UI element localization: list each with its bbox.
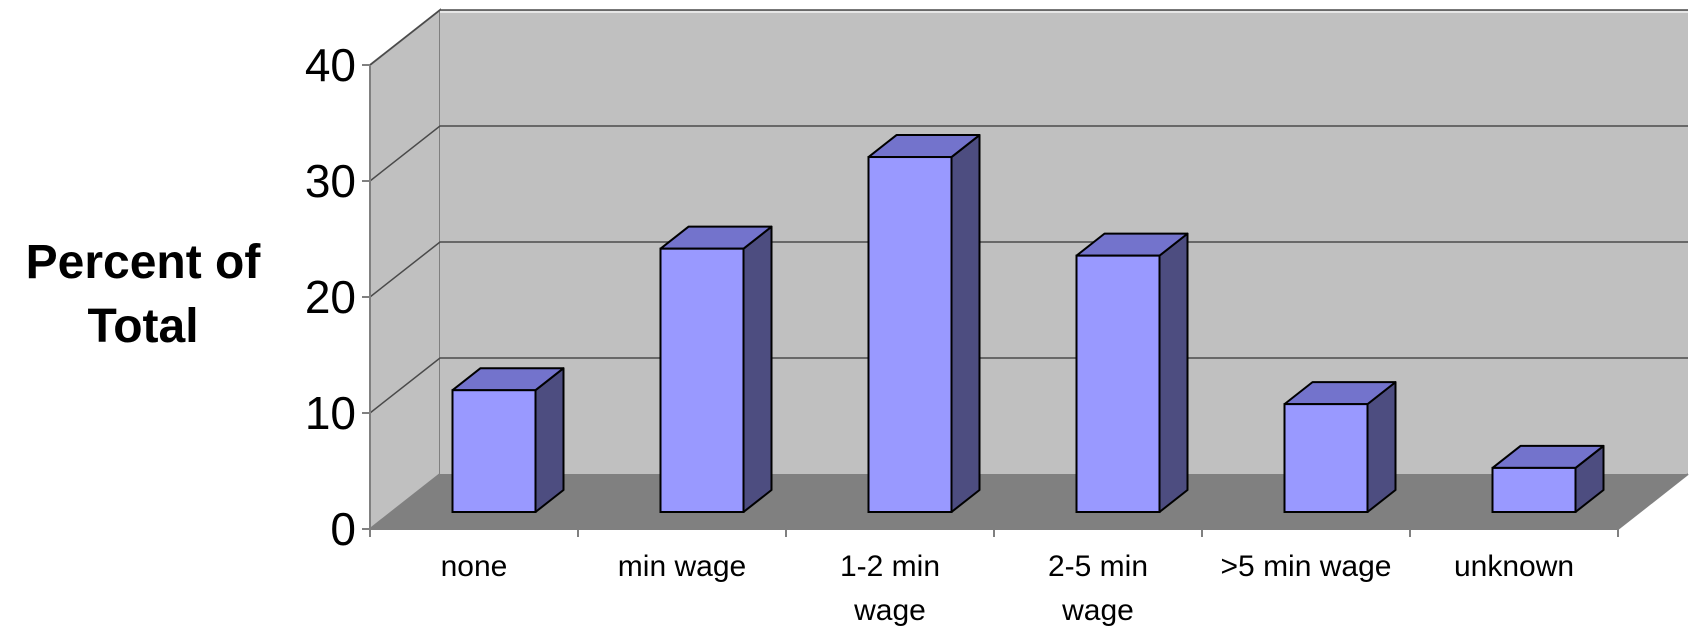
bar-front-5 [1491,466,1577,514]
gridline-20 [369,241,1688,298]
gridline-10 [369,357,1688,414]
gridline-40 [369,9,1688,66]
bar-front-0 [451,389,537,514]
x-category-label-4: >5 min wage [1221,550,1392,583]
bar-0 [451,367,565,514]
bar-1 [659,225,773,513]
y-axis-ticks: 0 10 20 30 40 [305,39,356,555]
x-category-label-3: 2-5 min wage [1048,550,1148,627]
bar-side-3 [1158,232,1189,513]
gridlines [369,9,1688,414]
x-axis-labels: none min wage 1-2 min wage 2-5 min wage >5 min… [441,550,1574,627]
chart-floor [370,474,1688,529]
floor-edge-line [1617,473,1689,530]
y-tick-label-0: 0 [330,503,356,555]
bar-side-2 [950,134,981,513]
y-tick-label-20: 20 [305,271,356,323]
bar-series [451,134,1605,514]
bar-3 [1075,232,1189,513]
floor-plane [370,474,1688,529]
bar-side-0 [534,367,565,513]
y-tick-label-40: 40 [305,39,356,91]
x-category-label-1: min wage [618,550,746,583]
bar-2 [867,134,981,513]
bar-front-1 [659,247,745,513]
y-axis-label: Percent of Total [26,236,262,353]
bar-front-2 [867,156,953,513]
bar-front-3 [1075,254,1161,513]
bar-4 [1283,381,1397,513]
x-category-label-0: none [441,550,508,583]
chart-walls [369,7,1688,532]
bar-5 [1491,444,1605,514]
y-tick-label-10: 10 [305,387,356,439]
axes [362,64,1689,537]
y-tick-label-30: 30 [305,155,356,207]
gridline-30 [369,125,1688,182]
x-category-label-2: 1-2 min wage [840,550,940,627]
bar-front-4 [1283,403,1369,513]
bar-side-1 [742,225,773,513]
x-category-label-5: unknown [1454,550,1574,583]
